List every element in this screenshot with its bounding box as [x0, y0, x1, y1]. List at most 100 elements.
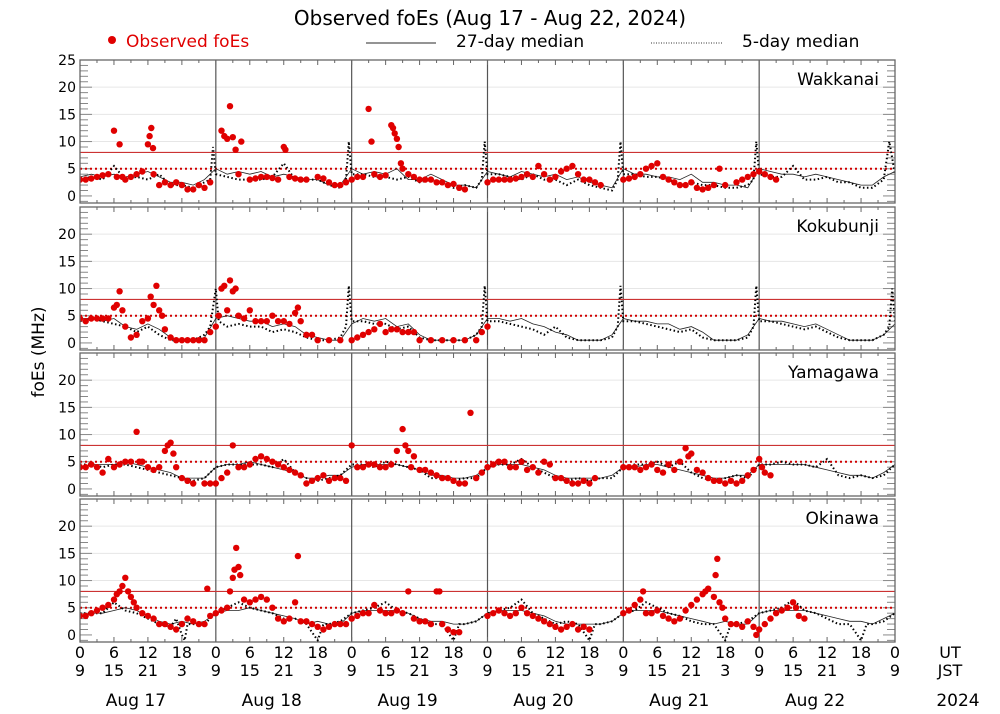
observed-point — [144, 464, 152, 471]
y-tick-label: 0 — [67, 336, 76, 352]
observed-point — [739, 477, 746, 484]
y-tick-label: 5 — [67, 601, 76, 617]
observed-point — [586, 626, 593, 633]
observed-point — [540, 618, 548, 625]
observed-point — [433, 179, 440, 186]
observed-point — [201, 480, 208, 487]
observed-point — [195, 337, 203, 344]
observed-point — [320, 175, 327, 182]
observed-point — [212, 323, 219, 330]
observed-point — [173, 626, 180, 633]
observed-point — [391, 130, 398, 137]
x-tick-label-ut: 0 — [347, 643, 357, 662]
observed-point — [207, 179, 214, 186]
observed-point — [150, 615, 157, 622]
observed-point — [393, 326, 401, 333]
day-label: Aug 22 — [785, 691, 845, 711]
observed-point — [389, 124, 397, 132]
observed-point — [325, 337, 333, 344]
observed-point — [422, 466, 429, 474]
observed-point — [676, 181, 684, 189]
x-tick-label-ut: 6 — [652, 643, 662, 662]
observed-point — [190, 186, 197, 193]
observed-point — [161, 620, 169, 628]
x-tick-label-jst: 21 — [274, 661, 294, 680]
x-tick-label-jst: 9 — [482, 661, 492, 680]
observed-point — [246, 599, 253, 606]
observed-point — [439, 179, 446, 186]
y-axis-label: foEs (MHz) — [29, 306, 49, 397]
observed-point — [410, 173, 418, 181]
observed-point — [557, 626, 565, 633]
observed-point — [405, 447, 412, 455]
observed-point — [512, 464, 519, 471]
observed-point — [393, 135, 401, 142]
observed-point — [484, 464, 491, 471]
observed-point — [552, 173, 559, 181]
observed-point — [739, 176, 746, 183]
observed-point — [750, 466, 757, 474]
observed-point — [246, 461, 253, 468]
observed-point — [563, 165, 570, 172]
observed-point — [518, 458, 525, 465]
observed-point — [156, 307, 163, 314]
observed-point — [365, 105, 372, 113]
observed-point — [88, 610, 95, 617]
observed-point — [767, 173, 774, 181]
observed-point — [620, 464, 627, 471]
observed-point — [240, 464, 248, 471]
observed-point — [665, 615, 672, 622]
x-tick-label-jst: 3 — [448, 661, 458, 680]
observed-point — [291, 599, 299, 606]
observed-point — [665, 176, 672, 183]
observed-point — [122, 458, 129, 465]
observed-point — [122, 574, 129, 581]
observed-point — [127, 593, 135, 601]
observed-point — [201, 337, 208, 344]
observed-point — [552, 623, 559, 630]
y-tick-label: 5 — [67, 162, 76, 178]
observed-point — [252, 318, 259, 325]
observed-point — [280, 318, 287, 325]
observed-point — [473, 474, 480, 482]
observed-point — [314, 337, 321, 344]
observed-point — [801, 615, 808, 622]
observed-point — [639, 588, 647, 595]
y-tick-label: 10 — [58, 135, 76, 151]
observed-point — [557, 474, 565, 482]
observed-point — [758, 464, 766, 471]
observed-point — [153, 282, 160, 289]
x-tick-label-jst: 9 — [211, 661, 221, 680]
observed-point — [233, 544, 240, 552]
station-label: Wakkanai — [797, 70, 879, 90]
x-tick-label-ut: 6 — [516, 643, 526, 662]
panel-data — [80, 544, 895, 642]
observed-point — [133, 428, 140, 435]
observed-point — [456, 629, 463, 636]
observed-point — [506, 612, 514, 620]
day-label: Aug 21 — [649, 691, 709, 711]
observed-point — [580, 477, 587, 484]
x-tick-label-jst: 3 — [720, 661, 730, 680]
observed-point — [586, 176, 593, 183]
observed-point — [523, 171, 531, 178]
observed-point — [490, 610, 497, 617]
observed-point — [422, 618, 429, 625]
observed-point — [99, 172, 106, 179]
observed-point — [93, 315, 101, 322]
observed-point — [124, 588, 132, 595]
observed-point — [139, 458, 146, 465]
observed-point — [257, 173, 265, 181]
observed-point — [727, 620, 735, 628]
observed-point — [410, 453, 418, 460]
observed-point — [439, 474, 446, 482]
observed-point — [699, 186, 706, 193]
x-tick-label-ut: 0 — [75, 643, 85, 662]
day-label: Aug 18 — [242, 691, 302, 711]
day-label: Aug 17 — [106, 691, 166, 711]
observed-point — [116, 461, 123, 468]
observed-point — [235, 312, 242, 319]
observed-point — [744, 472, 751, 479]
observed-point — [257, 453, 265, 460]
observed-point — [637, 596, 644, 603]
